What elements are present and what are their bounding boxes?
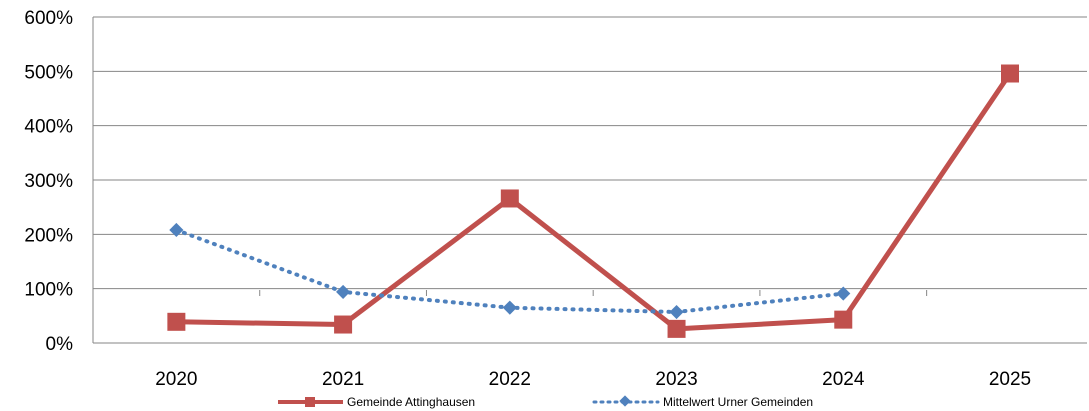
data-point [500,189,519,208]
data-point [167,312,186,331]
legend: Gemeinde Attinghausen Mittelwert Urner G… [278,395,813,409]
x-tick-label: 2025 [989,369,1031,390]
legend-item-attinghausen: Gemeinde Attinghausen [278,395,475,409]
legend-label-mittelwert: Mittelwert Urner Gemeinden [663,395,813,409]
x-tick-label: 2022 [489,369,531,390]
x-axis [92,17,1087,344]
legend-item-mittelwert: Mittelwert Urner Gemeinden [592,395,813,409]
x-tick-label: 2023 [655,369,697,390]
y-tick-label: 100% [24,280,73,301]
data-point [336,284,351,299]
gridlines [93,16,1087,290]
data-point [169,222,184,238]
data-point [834,310,853,329]
y-tick-label: 200% [24,225,73,246]
x-tick-label: 2021 [322,369,364,390]
y-tick-label: 400% [24,117,73,138]
data-point [667,319,686,338]
x-tick-label: 2020 [155,369,197,390]
legend-label-attinghausen: Gemeinde Attinghausen [347,395,475,409]
data-point [669,304,684,320]
data-point [836,286,851,301]
y-tick-label: 500% [24,62,73,83]
y-tick-label: 0% [46,334,74,355]
x-axis-ticks: 2020 2021 2022 2023 2024 2025 [155,369,1031,390]
series-line-0 [176,72,1013,332]
y-tick-label: 300% [24,171,73,192]
data-point [334,315,353,334]
series-line-1 [174,228,846,315]
data-point [1001,64,1019,83]
y-axis-ticks: 0% 100% 200% 300% 400% 500% 600% [24,8,73,355]
x-tick-label: 2024 [822,369,865,390]
data-point [502,300,517,315]
legend-marker-attinghausen [305,397,315,407]
legend-marker-mittelwert [619,395,631,407]
y-tick-label: 600% [24,8,73,29]
series-group [167,64,1019,338]
